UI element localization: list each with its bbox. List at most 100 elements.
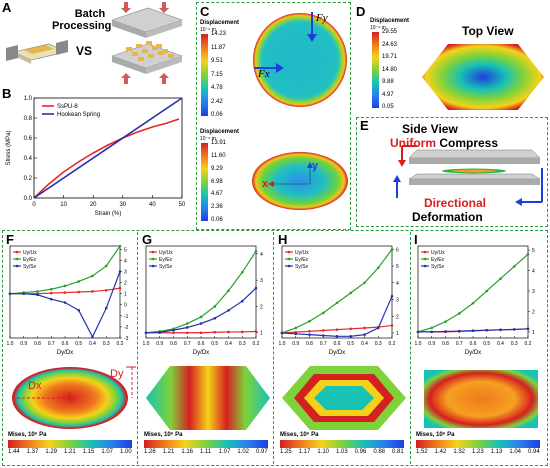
x-axis-label: x [262,178,269,190]
y-tick-label: 0 [124,303,127,309]
data-point [199,315,203,319]
legend-marker [151,257,155,261]
data-point [363,326,366,330]
data-point [444,320,447,323]
y-tick-label: 0.2 [24,176,33,182]
legend-label: Sy/Sx [295,264,309,270]
legend-label: Hookean Spring [57,112,100,118]
x-tick-label: 1.0 [143,341,150,347]
data-point [254,249,258,253]
x-tick-label: 1.0 [415,341,422,347]
c-bot-colorbar-unit: 10⁻⁶ m [200,136,216,142]
y-tick-label: 3 [396,298,399,304]
data-point [308,319,311,323]
panel-letter-i: I [414,232,418,247]
data-point [77,308,81,312]
x-tick-label: 0.4 [497,341,504,347]
compress-word: Compress [436,136,499,150]
y-tick-label: 6 [396,247,399,253]
data-point [321,334,325,337]
data-point [457,312,461,315]
x-tick-label: 0.8 [34,341,41,347]
x-tick-label: 0.5 [483,341,490,347]
y-tick-label: 4 [260,252,263,258]
data-point [91,290,94,293]
colorbar-tick-label: 0.81 [392,449,404,455]
fy-label: Fy [316,12,328,24]
data-point [63,291,67,294]
batch-label: Batch [74,8,106,20]
c-top-colorbar-title: Displacement [200,20,240,26]
data-point [91,335,94,339]
legend-marker [287,250,291,254]
side-view-title: Side View [402,122,458,136]
x-tick-label: 0.5 [211,341,218,347]
colorbar-tick-label: 14.80 [382,66,398,73]
c-bot-colorbar [201,143,208,221]
data-point [118,270,122,273]
legend-label: Uy/Ux [295,250,309,256]
x-tick-label: 0.6 [198,341,205,347]
colorbar-tick-label: 1.21 [64,449,76,455]
d-colorbar-unit: 10⁻⁶ m [370,25,386,31]
data-point [185,322,189,325]
x-tick-label: 0.2 [253,341,260,347]
legend-label: Ey/Ex [431,257,445,263]
data-point [185,331,189,335]
y-axis-title: Stress (MPa) [6,130,12,165]
y-tick-label: 4 [396,281,399,287]
dy-label: Dy [110,368,124,380]
data-point [118,244,122,248]
colorbar-tick-label: 1.32 [453,449,466,455]
series-line [145,287,257,334]
x-tick-label: 0.4 [89,341,96,347]
legend-marker [15,257,19,261]
data-point [430,326,434,330]
legend-marker [287,264,291,268]
data-point [240,299,244,303]
data-point [349,291,353,295]
data-point [390,294,394,298]
data-point [376,326,380,330]
data-point [363,281,366,285]
data-point [172,331,175,335]
data-point [104,306,108,310]
data-point [104,289,108,292]
data-point [390,248,394,251]
legend-label: Uy/Ux [431,250,445,256]
x-tick-label: 0.7 [184,341,191,347]
data-point [63,284,67,288]
y-tick-label: 5 [396,264,399,270]
data-point [213,330,217,334]
fx-label: Fx [258,68,270,80]
y-tick-label: 1 [124,292,127,298]
colorbar-tick-label: 2.36 [211,204,223,211]
x-tick-label: 0.3 [375,341,382,347]
y-tick-label: 1.0 [24,96,33,102]
y-tick-label: 3 [260,278,263,284]
data-point [485,328,489,332]
f-colorbar-title: Mises, 10⁶ Pa [8,432,47,438]
colorbar-tick-label: 0.06 [211,217,223,223]
data-point [144,331,148,335]
colorbar-tick-label: 9.88 [382,79,394,85]
x-tick-label: 0.8 [306,341,313,347]
x-tick-label: 0.6 [334,341,341,347]
data-point [416,330,420,334]
y-tick-label: -1 [124,314,129,320]
legend-label: SsPU-8 [57,104,78,110]
colorbar-tick-label: 7.15 [211,71,223,78]
x-tick-label: 0.9 [292,341,299,347]
legend-marker [151,250,155,254]
ratio-chart-f: 1.0 0.9 0.8 0.7 0.6 0.5 0.4 0.3 0.2 5 4 3 2 1 0 -1 -2 -3 D… [7,244,129,356]
y-tick-label: 0.8 [24,116,33,122]
f-colorbar [8,440,132,448]
colorbar-tick-label: 0.88 [373,449,386,455]
data-point [104,264,108,268]
x-tick-label: 30 [119,202,126,208]
legend-label: Ey/Ex [23,257,37,263]
series-line [10,271,121,339]
data-point [471,329,475,332]
data-point [36,293,39,297]
data-point [63,301,67,304]
